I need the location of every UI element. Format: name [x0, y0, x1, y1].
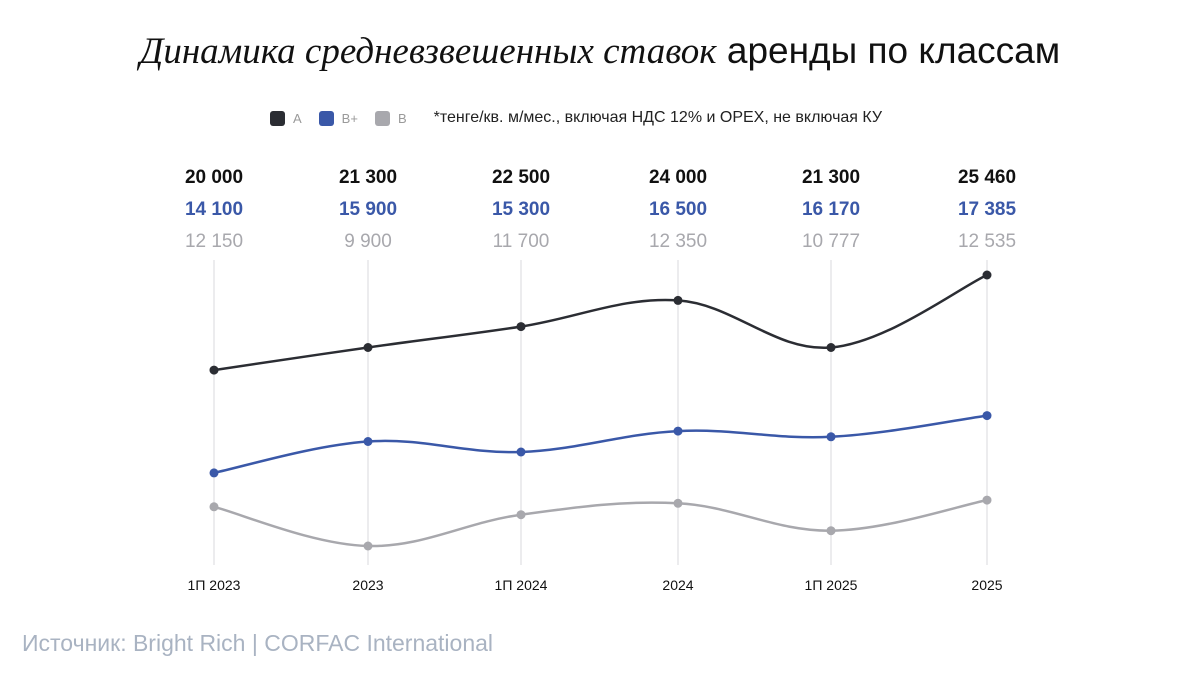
data-point — [209, 468, 219, 478]
series-line — [213, 273, 988, 372]
legend-label-bplus: B+ — [341, 110, 358, 126]
legend-swatch-bplus — [318, 110, 334, 126]
data-point — [673, 295, 683, 305]
data-point — [363, 541, 373, 551]
chart-title-regular: аренды по классам — [726, 30, 1061, 71]
data-point — [516, 322, 526, 332]
data-point — [982, 495, 992, 505]
data-point — [826, 526, 836, 536]
x-tick-label: 2024 — [662, 577, 693, 593]
x-tick-label: 1П 2024 — [495, 577, 548, 593]
source-note: Источник: Bright Rich | CORFAC Internati… — [22, 630, 494, 656]
data-point — [209, 502, 219, 512]
data-point — [516, 510, 526, 520]
data-point — [673, 426, 683, 436]
x-tick-label: 2023 — [352, 577, 383, 593]
data-point — [826, 343, 836, 352]
legend-unit-note: *тенге/кв. м/мес., включая НДС 12% и OPE… — [433, 109, 883, 126]
chart-title-italic: Динамика средневзвешенных ставок — [139, 31, 717, 72]
x-tick-label: 1П 2025 — [805, 577, 858, 593]
legend-swatch-a — [270, 110, 285, 126]
chart-title: Динамика средневзвешенных ставок аренды … — [0, 30, 1200, 73]
data-point — [363, 343, 373, 352]
data-point — [982, 411, 992, 421]
x-tick-label: 1П 2023 — [188, 577, 241, 593]
data-point — [209, 365, 219, 375]
data-point — [516, 447, 526, 457]
legend-label-b: B — [397, 110, 407, 126]
data-point — [826, 432, 836, 442]
data-point — [363, 437, 373, 446]
x-tick-label: 2025 — [971, 577, 1002, 593]
legend-label-a: A — [293, 110, 302, 126]
data-point — [673, 498, 683, 508]
series-line — [213, 414, 988, 475]
legend: A B+ B *тенге/кв. м/мес., включая НДС 12… — [270, 107, 882, 129]
data-point — [982, 270, 992, 280]
series-line — [213, 498, 988, 548]
legend-swatch-b — [374, 110, 390, 126]
